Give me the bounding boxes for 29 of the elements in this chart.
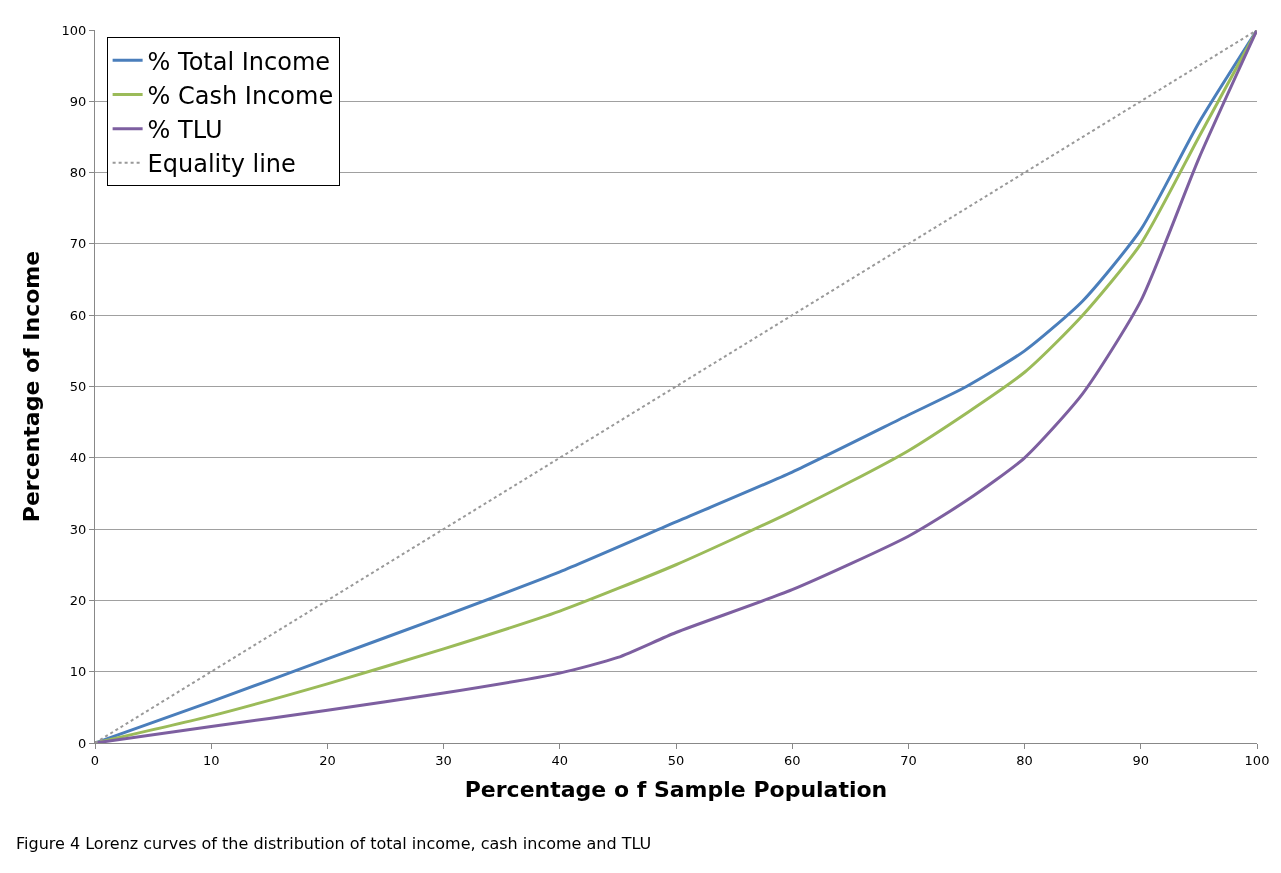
x-axis-title: Percentage o f Sample Population (464, 777, 888, 803)
y-tick-label: 40 (69, 450, 87, 466)
y-tick-label: 60 (69, 307, 87, 323)
y-tick-label: 50 (69, 379, 87, 395)
x-tick-label: 0 (90, 752, 100, 768)
y-tick-label: 70 (69, 236, 87, 252)
caption: Figure 4 Lorenz curves of the distribution of total income, cash income and TLU (16, 834, 652, 853)
y-tick-label: 0 (78, 735, 87, 751)
y-tick-label: 100 (61, 22, 87, 38)
x-tick-label: 60 (783, 752, 801, 768)
legend-label: Equality line (147, 150, 296, 179)
y-tick-label: 30 (69, 521, 87, 537)
x-tick-label: 80 (1016, 752, 1033, 768)
x-tick-label: 30 (435, 752, 452, 768)
x-tick-label: 10 (202, 752, 220, 768)
x-tick-label: 100 (1244, 752, 1270, 768)
x-tick-label: 20 (319, 752, 336, 768)
y-tick-label: 10 (69, 664, 87, 680)
x-tick-label: 40 (551, 752, 569, 768)
x-tick-label: 90 (1132, 752, 1150, 768)
y-tick-label: 90 (69, 93, 87, 109)
y-tick-label: 80 (69, 165, 87, 181)
legend-label: % Total Income (147, 47, 331, 76)
x-tick-label: 70 (900, 752, 917, 768)
legend-label: % Cash Income (147, 81, 334, 110)
y-axis-title: Percentage of Income (19, 250, 45, 523)
y-tick-label: 20 (69, 592, 87, 608)
x-tick-label: 50 (667, 752, 685, 768)
legend-label: % TLU (147, 115, 223, 144)
